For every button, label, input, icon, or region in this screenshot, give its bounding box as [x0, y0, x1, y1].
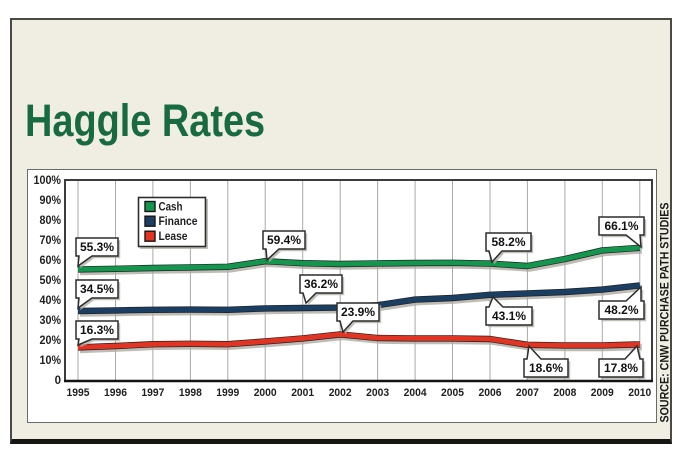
svg-text:1998: 1998	[179, 387, 202, 399]
svg-text:60%: 60%	[40, 255, 62, 267]
svg-text:30%: 30%	[40, 315, 62, 327]
svg-text:2007: 2007	[516, 387, 539, 399]
svg-text:1995: 1995	[67, 387, 90, 399]
svg-text:Finance: Finance	[159, 216, 198, 228]
svg-text:23.9%: 23.9%	[341, 305, 375, 319]
svg-text:2009: 2009	[591, 387, 614, 399]
svg-text:2006: 2006	[479, 387, 502, 399]
svg-text:1999: 1999	[216, 387, 239, 399]
svg-text:48.2%: 48.2%	[604, 303, 638, 317]
svg-text:90%: 90%	[40, 195, 62, 207]
svg-text:1997: 1997	[141, 387, 164, 399]
svg-text:2000: 2000	[254, 387, 277, 399]
svg-text:18.6%: 18.6%	[529, 361, 563, 375]
svg-text:0: 0	[55, 375, 61, 387]
svg-text:Cash: Cash	[159, 202, 183, 214]
svg-text:34.5%: 34.5%	[80, 282, 114, 296]
svg-text:40%: 40%	[40, 295, 62, 307]
svg-text:2008: 2008	[553, 387, 576, 399]
svg-text:100%: 100%	[34, 175, 62, 187]
svg-text:80%: 80%	[40, 215, 62, 227]
svg-text:50%: 50%	[40, 275, 62, 287]
svg-text:20%: 20%	[40, 335, 62, 347]
svg-text:2005: 2005	[441, 387, 464, 399]
svg-text:16.3%: 16.3%	[80, 323, 114, 337]
svg-text:2004: 2004	[404, 387, 428, 399]
svg-text:43.1%: 43.1%	[492, 309, 526, 323]
svg-text:17.8%: 17.8%	[604, 361, 638, 375]
svg-text:2002: 2002	[329, 387, 352, 399]
svg-text:Lease: Lease	[159, 231, 188, 243]
svg-text:55.3%: 55.3%	[80, 240, 114, 254]
svg-text:1996: 1996	[104, 387, 127, 399]
svg-text:2010: 2010	[628, 387, 651, 399]
svg-text:36.2%: 36.2%	[304, 277, 338, 291]
svg-text:SOURCE: CNW PURCHASE PATH STUD: SOURCE: CNW PURCHASE PATH STUDIES	[658, 203, 672, 423]
svg-text:59.4%: 59.4%	[267, 233, 301, 247]
svg-text:2003: 2003	[366, 387, 389, 399]
svg-text:66.1%: 66.1%	[604, 219, 638, 233]
svg-text:2001: 2001	[291, 387, 314, 399]
svg-text:70%: 70%	[40, 235, 62, 247]
svg-text:10%: 10%	[40, 355, 62, 367]
svg-text:58.2%: 58.2%	[491, 235, 525, 249]
